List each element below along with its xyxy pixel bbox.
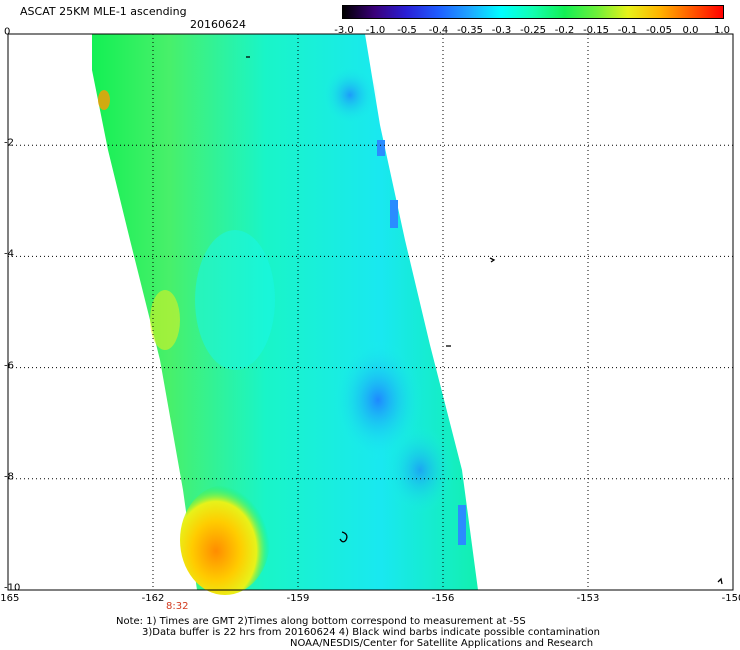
x-tick-label: -162: [141, 593, 165, 604]
note-line-3: NOAA/NESDIS/Center for Satellite Applica…: [290, 638, 594, 649]
map-grid: [8, 34, 733, 590]
y-tick-label: -4: [4, 248, 14, 260]
y-tick-label: -10: [4, 582, 21, 594]
colorbar-label: -0.5: [397, 25, 417, 36]
colorbar-label: -0.1: [617, 25, 638, 36]
colorbar-label: -0.05: [646, 25, 672, 36]
x-tick-label: -159: [286, 593, 310, 604]
y-tick-label: -8: [4, 471, 14, 483]
colorbar-label: -0.2: [554, 25, 575, 36]
colorbar-label: -3.0: [334, 25, 354, 36]
x-tick-label: -156: [431, 593, 455, 604]
colorbar: [342, 5, 724, 19]
time-tick: 8:32: [166, 601, 189, 612]
colorbar-label: -0.25: [520, 25, 546, 36]
y-tick-label: 0: [4, 26, 11, 38]
plot-frame: [7, 33, 734, 591]
y-tick-label: -2: [4, 137, 14, 149]
colorbar-label: -1.0: [365, 25, 386, 36]
y-tick-label: -6: [4, 360, 14, 372]
colorbar-label: -0.35: [457, 25, 483, 36]
note-line-1: Note: 1) Times are GMT 2)Times along bot…: [116, 616, 526, 627]
map-title: ASCAT 25KM MLE-1 ascending: [20, 5, 187, 18]
x-tick-label: -165: [0, 593, 20, 604]
colorbar-label: -0.4: [428, 25, 449, 36]
x-tick-label: -150: [721, 593, 740, 604]
colorbar-label: -0.3: [491, 25, 512, 36]
wind-barbs: [246, 56, 723, 585]
wind-swath: [92, 34, 478, 595]
colorbar-label: -0.15: [583, 25, 609, 36]
colorbar-label: 0.0: [682, 25, 699, 36]
x-tick-label: -153: [576, 593, 600, 604]
note-line-2: 3)Data buffer is 22 hrs from 20160624 4)…: [142, 627, 600, 638]
map-date: 20160624: [190, 18, 246, 31]
colorbar-label: 1.0: [714, 25, 730, 36]
